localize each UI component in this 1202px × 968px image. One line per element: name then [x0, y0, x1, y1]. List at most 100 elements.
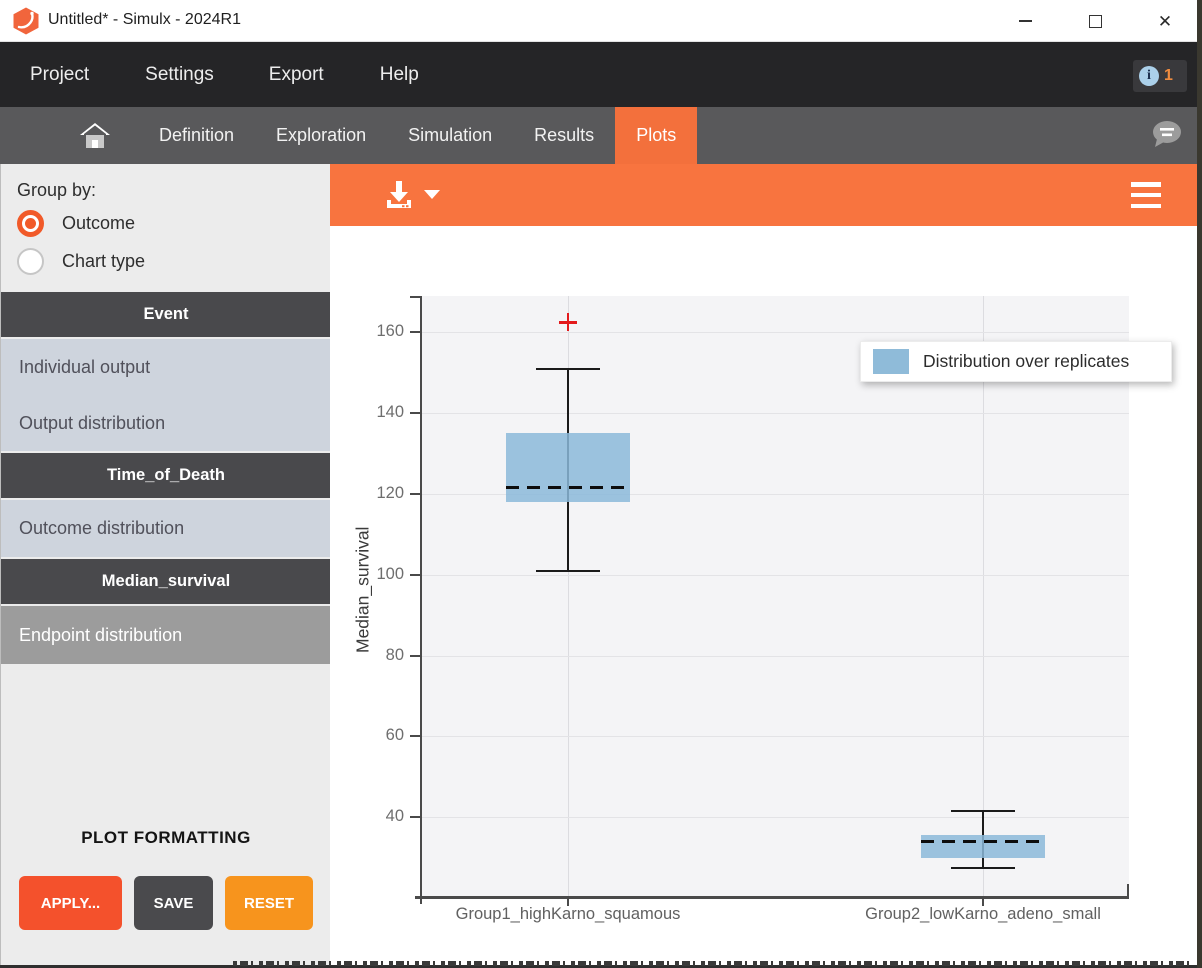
y-tick-label: 60 — [385, 726, 404, 745]
section-header-time-of-death: Time_of_Death — [1, 453, 331, 498]
x-tick-mark — [982, 896, 984, 906]
y-tick-mark — [410, 816, 422, 819]
plot-formatting-label: PLOT FORMATTING — [81, 828, 251, 847]
whisker-cap-low — [536, 569, 600, 572]
plots-sidebar: Group by: Outcome Chart type Event Indiv… — [0, 164, 331, 965]
vertical-gridline — [983, 296, 984, 896]
x-tick-mark — [567, 896, 569, 906]
export-dropdown-caret-icon[interactable] — [424, 190, 440, 199]
tab-plots[interactable]: Plots — [615, 107, 698, 164]
y-tick-mark — [410, 654, 422, 657]
section-header-median-survival: Median_survival — [1, 559, 331, 604]
tab-exploration[interactable]: Exploration — [276, 125, 367, 145]
outlier-marker — [566, 313, 570, 332]
whisker-cap-high — [536, 367, 600, 370]
radio-unselected-icon — [17, 247, 44, 275]
save-button[interactable]: SAVE — [134, 876, 213, 930]
radio-selected-icon — [17, 209, 44, 237]
y-tick-label: 160 — [376, 322, 404, 341]
horizontal-gridline — [422, 332, 1129, 334]
minimize-icon — [1018, 20, 1032, 22]
legend-swatch — [873, 349, 909, 374]
chat-bubble-icon — [1153, 121, 1181, 147]
radio-chart-type-label: Chart type — [62, 250, 146, 271]
notification-count: 1 — [1164, 67, 1173, 84]
y-tick-mark — [410, 412, 422, 415]
y-tick-label: 80 — [385, 645, 404, 664]
window-right-edge — [1197, 0, 1202, 968]
horizontal-gridline — [422, 736, 1129, 738]
x-category-label: Group1_highKarno_squamous — [455, 905, 681, 923]
whisker-cap-low — [951, 866, 1015, 869]
maximize-button[interactable] — [1072, 0, 1118, 42]
sidebar-item-individual-output[interactable]: Individual output — [1, 339, 331, 395]
x-axis-line — [415, 896, 1129, 899]
reset-button[interactable]: RESET — [225, 876, 313, 930]
section-header-event: Event — [1, 292, 331, 337]
horizontal-gridline — [422, 655, 1129, 657]
x-category-label: Group2_lowKarno_adeno_small — [865, 905, 1101, 923]
box — [506, 433, 630, 503]
menu-help[interactable]: Help — [379, 63, 419, 85]
legend-label: Distribution over replicates — [923, 351, 1130, 371]
tab-definition[interactable]: Definition — [159, 125, 235, 145]
vertical-gridline — [568, 296, 569, 896]
y-tick-label: 100 — [376, 564, 404, 583]
plot-menu-button[interactable] — [1131, 182, 1161, 208]
info-icon: i — [1139, 66, 1159, 86]
sidebar-item-output-distribution[interactable]: Output distribution — [1, 395, 331, 451]
menu-settings[interactable]: Settings — [145, 63, 214, 85]
boxplot-chart: Median_survival Distribution over replic… — [330, 226, 1197, 965]
whisker-cap-high — [951, 810, 1015, 813]
export-plot-button[interactable] — [382, 178, 416, 212]
horizontal-gridline — [422, 413, 1129, 415]
y-tick-label: 140 — [376, 403, 404, 422]
feedback-button[interactable] — [1150, 119, 1184, 151]
maximize-icon — [1088, 14, 1102, 28]
y-tick-mark — [410, 331, 422, 334]
title-bar: Untitled* - Simulx - 2024R1 ✕ — [0, 0, 1202, 42]
info-notification-button[interactable]: i 1 — [1133, 60, 1187, 92]
horizontal-gridline — [422, 493, 1129, 495]
close-icon: ✕ — [1157, 11, 1173, 31]
y-tick-mark — [410, 735, 422, 738]
box — [921, 835, 1045, 858]
close-button[interactable]: ✕ — [1142, 0, 1188, 42]
menu-export[interactable]: Export — [268, 63, 324, 85]
median-line — [921, 839, 1045, 843]
window-title: Untitled* - Simulx - 2024R1 — [48, 11, 241, 28]
window-bottom-edge — [0, 965, 1197, 968]
y-axis-top-tick — [410, 296, 422, 298]
home-button[interactable] — [72, 107, 118, 164]
y-axis-line — [420, 296, 422, 904]
legend[interactable]: Distribution over replicates — [860, 341, 1172, 382]
radio-chart-type[interactable]: Chart type — [17, 246, 145, 276]
radio-outcome[interactable]: Outcome — [17, 208, 135, 238]
apply-button[interactable]: APPLY... — [19, 876, 122, 930]
y-tick-label: 40 — [385, 807, 404, 826]
sidebar-item-endpoint-distribution[interactable]: Endpoint distribution — [1, 606, 331, 664]
y-tick-mark — [410, 492, 422, 495]
minimize-button[interactable] — [1002, 0, 1048, 42]
tab-simulation[interactable]: Simulation — [408, 125, 493, 145]
tab-results[interactable]: Results — [534, 125, 595, 145]
horizontal-gridline — [422, 817, 1129, 819]
menu-bar: Project Settings Export Help i 1 — [0, 42, 1202, 107]
home-icon — [80, 122, 110, 148]
horizontal-gridline — [422, 574, 1129, 576]
median-line — [506, 486, 630, 490]
plot-area — [422, 296, 1129, 896]
sidebar-item-outcome-distribution[interactable]: Outcome distribution — [1, 500, 331, 557]
download-icon — [387, 181, 411, 208]
y-tick-mark — [410, 573, 422, 576]
hamburger-icon — [1131, 182, 1161, 187]
y-tick-label: 120 — [376, 483, 404, 502]
radio-outcome-label: Outcome — [62, 212, 136, 233]
menu-project[interactable]: Project — [30, 63, 90, 85]
x-axis-end-tick — [1127, 884, 1129, 896]
simulx-logo-icon — [13, 7, 39, 35]
plot-toolbar — [330, 164, 1197, 226]
group-by-label: Group by: — [17, 180, 97, 200]
main-tab-bar: Definition Exploration Simulation Result… — [0, 107, 1202, 164]
